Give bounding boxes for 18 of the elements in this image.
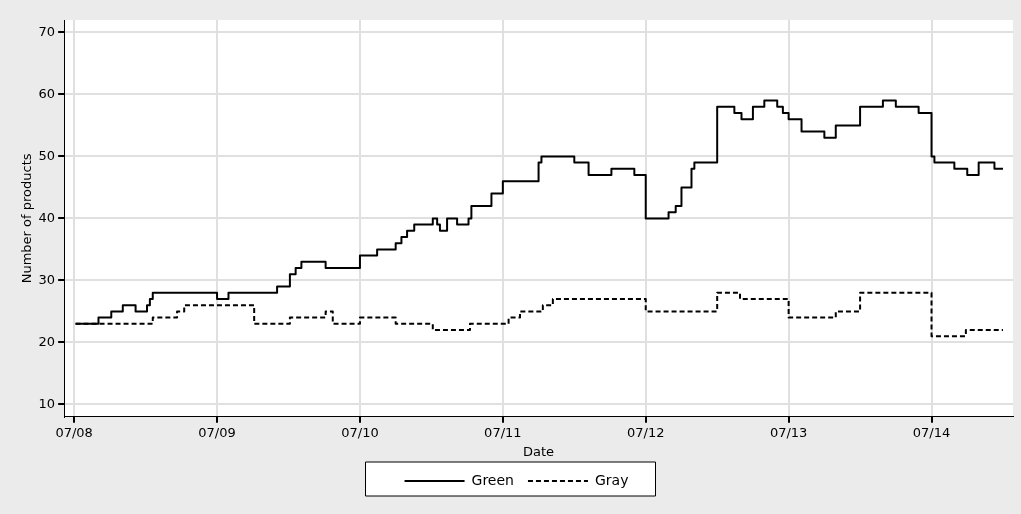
y-tick-label: 30 <box>38 271 56 287</box>
x-axis-title: Date <box>523 443 555 459</box>
x-tick-label: 07/13 <box>769 424 808 440</box>
legend-label: Gray <box>594 471 629 488</box>
x-tick-label: 07/14 <box>912 424 951 440</box>
y-tick-label: 60 <box>38 85 56 101</box>
y-tick-label: 50 <box>38 147 56 163</box>
y-tick-label: 70 <box>38 23 56 39</box>
y-axis-title: Number of products <box>19 153 35 284</box>
y-tick-label: 40 <box>38 209 56 225</box>
y-tick-label: 20 <box>38 333 56 349</box>
x-tick-label: 07/08 <box>55 424 93 440</box>
x-tick-label: 07/10 <box>341 424 379 440</box>
x-tick-label: 07/11 <box>484 424 522 440</box>
y-tick-label: 10 <box>38 395 56 411</box>
legend-label: Green <box>471 471 514 488</box>
x-tick-label: 07/12 <box>627 424 665 440</box>
x-tick-label: 07/09 <box>198 424 236 440</box>
